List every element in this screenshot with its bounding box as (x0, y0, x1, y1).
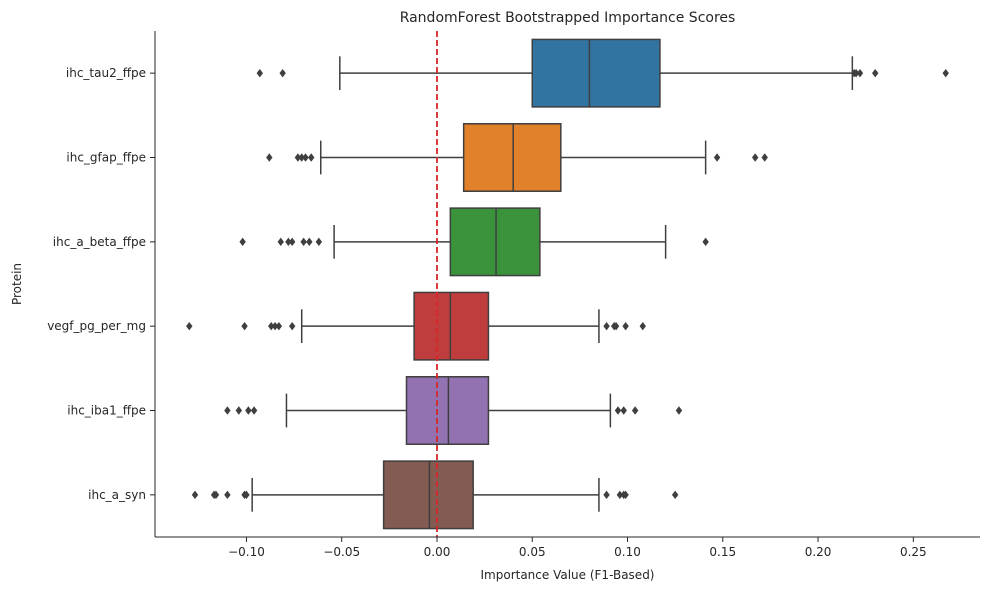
box-ihc_a_beta_ffpe (239, 207, 709, 277)
outlier-point (603, 321, 610, 331)
outlier-point (616, 490, 624, 500)
y-tick-label: ihc_a_beta_ffpe (53, 235, 146, 249)
outlier-point (612, 321, 620, 331)
outlier-point (300, 237, 307, 247)
y-tick-label: ihc_gfap_ffpe (66, 151, 146, 165)
outlier-point (306, 237, 313, 247)
outlier-point (241, 321, 248, 331)
outlier-point (942, 68, 949, 78)
box-ihc_gfap_ffpe (266, 123, 768, 192)
outlier-point (288, 321, 296, 331)
outlier-point (256, 68, 263, 78)
y-tick-label: ihc_iba1_ffpe (67, 404, 146, 418)
box-iqr (382, 460, 474, 530)
outlier-point (191, 490, 199, 500)
x-axis-title: Importance Value (F1-Based) (481, 568, 655, 582)
x-tick-label: 0.25 (900, 545, 927, 559)
outlier-point (631, 406, 639, 415)
outlier-point (675, 406, 683, 415)
outlier-point (224, 490, 231, 500)
outlier-point (852, 68, 860, 78)
x-tick-label: 0.00 (424, 545, 451, 559)
outlier-point (315, 237, 323, 247)
outlier-point (308, 153, 315, 162)
plot-area (186, 31, 949, 537)
x-tick-label: 0.10 (614, 545, 641, 559)
outlier-point (279, 68, 286, 78)
outlier-point (713, 153, 721, 162)
x-tick-label: −0.10 (228, 545, 265, 559)
y-axis: ihc_tau2_ffpe ihc_gfap_ffpe ihc_a_beta_ffp… (47, 31, 156, 537)
outlier-point (235, 406, 243, 415)
outlier-point (298, 153, 305, 162)
outlier-point (622, 490, 629, 500)
outlier-point (277, 237, 284, 247)
outlier-point (239, 237, 246, 247)
outlier-point (761, 153, 768, 162)
outlier-point (614, 406, 622, 415)
outlier-point (275, 321, 283, 331)
outlier-point (212, 490, 220, 500)
outlier-point (224, 406, 231, 415)
outlier-point (245, 406, 252, 415)
x-tick-label: 0.05 (519, 545, 546, 559)
outlier-point (285, 237, 292, 247)
outlier-point (702, 237, 709, 247)
box-vegf_pg_per_mg (186, 291, 646, 361)
box-iqr (413, 291, 490, 361)
y-tick-label: ihc_a_syn (88, 488, 146, 502)
outlier-point (302, 153, 309, 162)
box-ihc_iba1_ffpe (224, 376, 683, 445)
outlier-point (856, 68, 864, 78)
outlier-point (622, 321, 629, 331)
y-tick-label: ihc_tau2_ffpe (66, 66, 146, 80)
outlier-point (243, 490, 250, 500)
outlier-point (294, 153, 302, 162)
outlier-point (751, 153, 759, 162)
outlier-point (639, 321, 646, 331)
x-axis: −0.10 −0.05 0.00 0.05 0.10 0.15 0.20 0.25 (155, 536, 980, 559)
outlier-point (671, 490, 679, 500)
outlier-point (268, 321, 275, 331)
outlier-point (288, 237, 296, 247)
outlier-point (872, 68, 879, 78)
x-tick-label: −0.05 (323, 545, 360, 559)
y-axis-title: Protein (10, 263, 24, 305)
chart-title: RandomForest Bootstrapped Importance Sco… (400, 10, 736, 26)
x-tick-label: 0.20 (805, 545, 832, 559)
box-iqr (405, 376, 490, 445)
outlier-point (603, 490, 610, 500)
outlier-point (186, 321, 193, 331)
y-tick-label: vegf_pg_per_mg (47, 319, 146, 333)
outlier-point (266, 153, 273, 162)
box-ihc_tau2_ffpe (256, 38, 949, 108)
x-tick-label: 0.15 (709, 545, 736, 559)
box-iqr (449, 207, 541, 277)
box-ihc_a_syn (191, 460, 679, 530)
box-iqr (531, 38, 661, 108)
outlier-point (250, 406, 258, 415)
outlier-point (271, 321, 279, 331)
box-iqr (462, 123, 562, 192)
outlier-point (620, 406, 627, 415)
